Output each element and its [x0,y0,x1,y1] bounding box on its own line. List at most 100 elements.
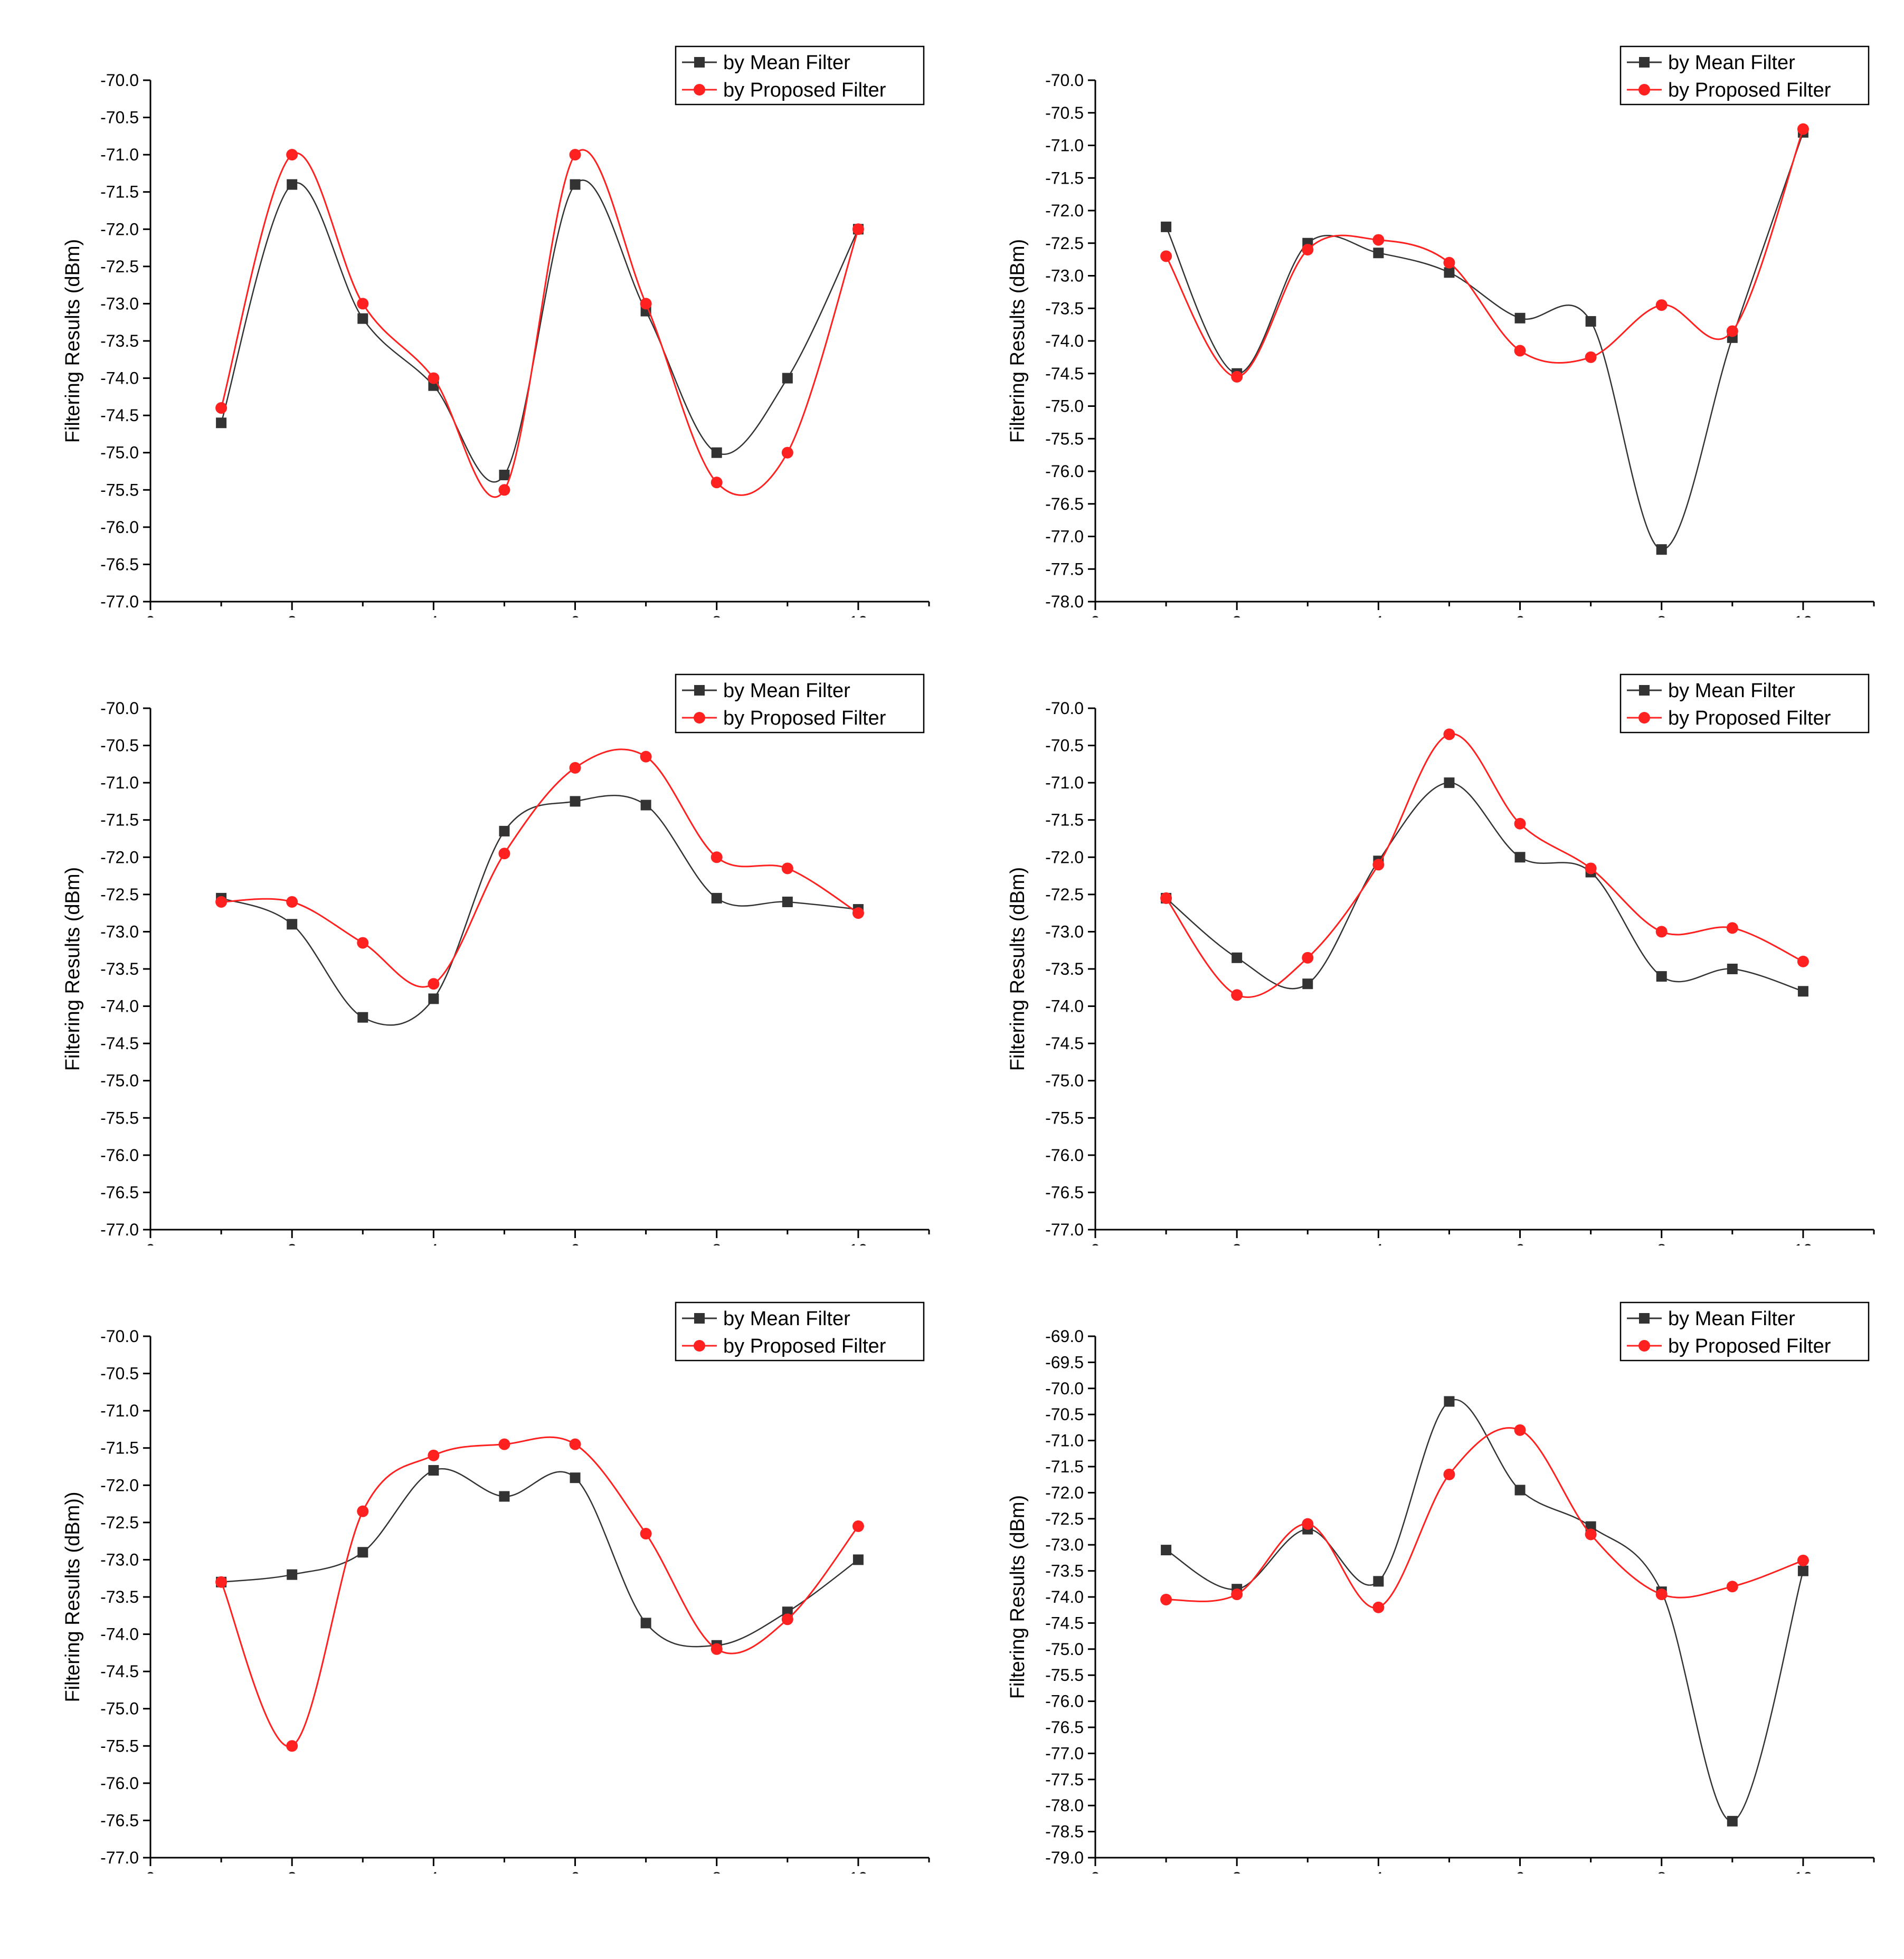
y-tick-label: -75.0 [1045,397,1084,416]
legend-marker [694,57,705,68]
x-tick-label: 8 [1657,613,1666,617]
mean-point [287,1569,298,1580]
series-line-proposed [220,1436,859,1747]
chart-5: -70.0 -70.5 -71.0 -71.5 -72.0 -72.5 -73.0 -73.5… [62,1301,930,1874]
mean-point [782,896,793,907]
y-tick-label: -73.5 [100,1587,139,1606]
y-tick-label: -73.0 [1045,922,1084,941]
x-tick-label: 8 [712,1869,722,1874]
proposed-point [1443,1468,1455,1480]
y-tick-label: -70.5 [1045,103,1084,122]
x-tick-label: 0 [1091,1241,1100,1245]
y-tick-label: -73.5 [100,331,139,350]
mean-point [1797,1565,1808,1576]
proposed-point [215,402,228,414]
proposed-point [1302,244,1314,256]
y-tick-label: -71.5 [100,1439,139,1458]
mean-point [1727,1815,1738,1827]
series-line-mean [221,795,859,1026]
mean-point [1232,952,1243,963]
proposed-point [852,223,864,235]
y-tick-label: -71.5 [100,183,139,202]
legend-marker [1638,712,1650,724]
proposed-point [1302,952,1314,964]
x-tick-label: 0 [146,1241,155,1245]
chart-6: -69.0 -69.5 -70.0 -70.5 -71.0 -71.5 -72.0 -72.5… [1007,1301,1875,1874]
y-axis-title: Filtering Results (dBm) [62,239,84,443]
proposed-point [428,978,440,990]
y-axis-title: Filtering Results (dBm) [62,867,84,1071]
chart-panel-5: -70.0 -70.5 -71.0 -71.5 -72.0 -72.5 -73.0 -73.5… [0,1256,934,1874]
x-tick-label: 6 [1515,613,1525,617]
proposed-point [357,298,369,310]
proposed-point [1231,1589,1243,1601]
series-line-proposed [1165,129,1804,378]
y-tick-label: -74.0 [1045,331,1084,350]
y-tick-label: -76.5 [1045,1718,1084,1737]
legend-label: by Mean Filter [723,1308,850,1330]
y-tick-label: -72.0 [100,220,139,239]
y-tick-label: -76.0 [100,1774,139,1793]
proposed-point [1585,351,1597,363]
y-tick-label: -74.0 [100,1625,139,1644]
proposed-point [1655,1589,1668,1601]
legend-label: by Mean Filter [723,680,850,702]
mean-point [499,470,510,481]
proposed-point [1302,1518,1314,1530]
proposed-point [215,896,228,908]
y-tick-label: -75.0 [100,1071,139,1090]
y-tick-label: -70.5 [1045,1405,1084,1424]
mean-point [1444,777,1455,788]
y-tick-label: -75.5 [1045,1108,1084,1127]
proposed-point [1655,299,1668,311]
legend-box [675,673,925,734]
chart-panel-1: -70.0 -70.5 -71.0 -71.5 -72.0 -72.5 -73.0 -73.5… [0,0,934,617]
y-tick-label: -74.5 [100,406,139,425]
proposed-point [640,1528,652,1540]
y-tick-label: -75.0 [1045,1640,1084,1659]
proposed-point [1514,1424,1526,1436]
proposed-point [1726,922,1738,934]
y-tick-label: -77.5 [1045,1770,1084,1789]
proposed-point [286,896,298,908]
proposed-point [1372,1601,1385,1613]
mean-point [357,1012,368,1023]
proposed-point [357,937,369,949]
y-tick-label: -78.0 [1045,592,1084,611]
mean-point [1727,964,1738,974]
legend-label: by Proposed Filter [723,79,886,101]
proposed-point [428,1449,440,1461]
y-tick-label: -70.5 [100,1364,139,1383]
mean-point [1444,267,1455,278]
proposed-point [1160,250,1172,262]
proposed-point [852,1520,864,1532]
y-tick-label: -77.0 [1045,527,1084,546]
proposed-point [1160,1593,1172,1605]
legend-marker [694,1340,705,1352]
proposed-point [1160,892,1172,904]
mean-point [1373,248,1384,259]
x-tick-label: 4 [1373,1869,1383,1874]
y-tick-label: -74.5 [1045,1613,1084,1632]
x-tick-label: 6 [1515,1241,1525,1245]
mean-point [570,1472,581,1483]
y-tick-label: -75.5 [100,480,139,499]
legend-marker [694,1313,705,1324]
proposed-point [852,907,864,919]
legend-label: by Mean Filter [723,52,850,74]
y-axis-title: Filtering Results (dBm) [1007,867,1029,1071]
x-tick-label: 6 [571,1241,580,1245]
y-tick-label: -76.5 [1045,1183,1084,1202]
y-tick-label: -75.5 [1045,429,1084,448]
proposed-point [1797,955,1809,967]
y-tick-label: -74.0 [100,369,139,388]
x-tick-label: 6 [1515,1869,1525,1874]
mean-point [1585,316,1596,327]
y-tick-label: -71.5 [1045,168,1084,187]
proposed-point [1231,370,1243,383]
y-tick-label: -70.0 [100,699,139,718]
x-tick-label: 8 [712,1241,722,1245]
chart-panel-6: -69.0 -69.5 -70.0 -70.5 -71.0 -71.5 -72.0 -72.5… [945,1256,1879,1874]
x-tick-label: 10 [849,1869,868,1874]
mean-point [782,373,793,384]
